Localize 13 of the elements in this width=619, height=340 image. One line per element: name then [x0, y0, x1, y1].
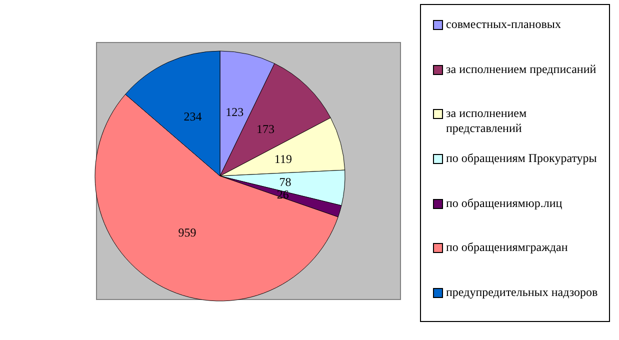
- legend-label: по обращениям Прокуратуры: [446, 150, 597, 166]
- legend-label: предупредительных надзоров: [446, 284, 598, 300]
- legend-label: за исполнением предписаний: [446, 62, 596, 77]
- data-label: 959: [178, 226, 196, 240]
- data-label: 78: [279, 175, 292, 190]
- data-label: 173: [256, 122, 275, 136]
- legend-label: за исполнением представлений: [446, 106, 528, 136]
- data-label: 234: [184, 109, 202, 124]
- data-label: 123: [226, 105, 244, 120]
- legend-label: по обращениямюр.лиц: [446, 196, 562, 211]
- data-label: 119: [274, 152, 292, 166]
- legend-label: по обращениямграждан: [446, 240, 568, 256]
- legend-label: совместных-плановых: [446, 17, 561, 32]
